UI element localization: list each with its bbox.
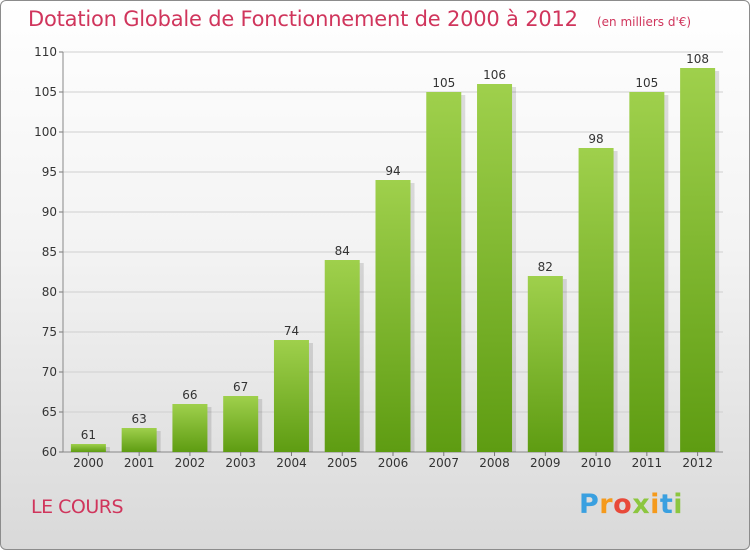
value-label: 105 bbox=[432, 76, 455, 90]
x-tick-label: 2004 bbox=[276, 456, 307, 470]
y-tick-label: 60 bbox=[42, 445, 57, 459]
x-tick-label: 2002 bbox=[175, 456, 206, 470]
value-label: 105 bbox=[635, 76, 658, 90]
value-label: 67 bbox=[233, 380, 248, 394]
y-tick-label: 85 bbox=[42, 245, 57, 259]
chart-subtitle: (en milliers d'€) bbox=[596, 15, 692, 29]
x-tick-label: 2009 bbox=[530, 456, 561, 470]
bar-2006 bbox=[375, 180, 411, 452]
x-tick-label: 2003 bbox=[225, 456, 256, 470]
x-tick-label: 2000 bbox=[73, 456, 104, 470]
x-tick-label: 2005 bbox=[327, 456, 358, 470]
x-tick-label: 2008 bbox=[479, 456, 510, 470]
proxiti-logo: Proxiti bbox=[579, 489, 683, 520]
y-tick-label: 80 bbox=[42, 285, 57, 299]
value-label: 82 bbox=[538, 260, 553, 274]
x-tick-label: 2007 bbox=[428, 456, 459, 470]
logo-letter: i bbox=[673, 489, 684, 520]
y-tick-label: 110 bbox=[34, 45, 57, 59]
x-tick-label: 2010 bbox=[581, 456, 612, 470]
bar-2005 bbox=[324, 260, 360, 452]
value-label: 106 bbox=[483, 68, 506, 82]
y-tick-label: 65 bbox=[42, 405, 57, 419]
chart-title: Dotation Globale de Fonctionnement de 20… bbox=[28, 7, 578, 31]
bar-2000 bbox=[70, 444, 106, 452]
x-tick-label: 2012 bbox=[682, 456, 713, 470]
bar-2003 bbox=[223, 396, 259, 452]
bar-2001 bbox=[121, 428, 157, 452]
value-label: 108 bbox=[686, 52, 709, 66]
value-label: 74 bbox=[284, 324, 299, 338]
bar-2008 bbox=[477, 84, 513, 452]
bar-2009 bbox=[527, 276, 563, 452]
bar-2002 bbox=[172, 404, 208, 452]
bar-2010 bbox=[578, 148, 614, 452]
value-label: 94 bbox=[385, 164, 400, 178]
logo-letter: t bbox=[659, 489, 674, 520]
logo-letter: x bbox=[632, 489, 651, 520]
y-tick-label: 90 bbox=[42, 205, 57, 219]
y-tick-label: 100 bbox=[34, 125, 57, 139]
x-tick-label: 2006 bbox=[378, 456, 409, 470]
x-tick-label: 2001 bbox=[124, 456, 155, 470]
value-label: 84 bbox=[335, 244, 350, 258]
value-label: 63 bbox=[132, 412, 147, 426]
y-tick-label: 105 bbox=[34, 85, 57, 99]
logo-letter: r bbox=[599, 489, 614, 520]
y-tick-label: 75 bbox=[42, 325, 57, 339]
value-label: 98 bbox=[588, 132, 603, 146]
logo-letter: P bbox=[579, 489, 600, 520]
logo-letter: i bbox=[650, 489, 660, 520]
y-tick-label: 95 bbox=[42, 165, 57, 179]
title-line: Dotation Globale de Fonctionnement de 20… bbox=[28, 7, 691, 31]
bar-2004 bbox=[273, 340, 309, 452]
value-label: 61 bbox=[81, 428, 96, 442]
y-tick-label: 70 bbox=[42, 365, 57, 379]
value-label: 66 bbox=[182, 388, 197, 402]
commune-name: LE COURS bbox=[31, 496, 124, 518]
bar-layer bbox=[70, 68, 720, 452]
bar-2011 bbox=[629, 92, 665, 452]
label-layer: 61 2000 63 2001 66 2002 67 2003 74 2004 84 2005 94 20… bbox=[73, 52, 713, 470]
x-tick-label: 2011 bbox=[632, 456, 663, 470]
logo-letter: o bbox=[613, 489, 633, 520]
bar-2012 bbox=[680, 68, 716, 452]
bar-2007 bbox=[426, 92, 462, 452]
